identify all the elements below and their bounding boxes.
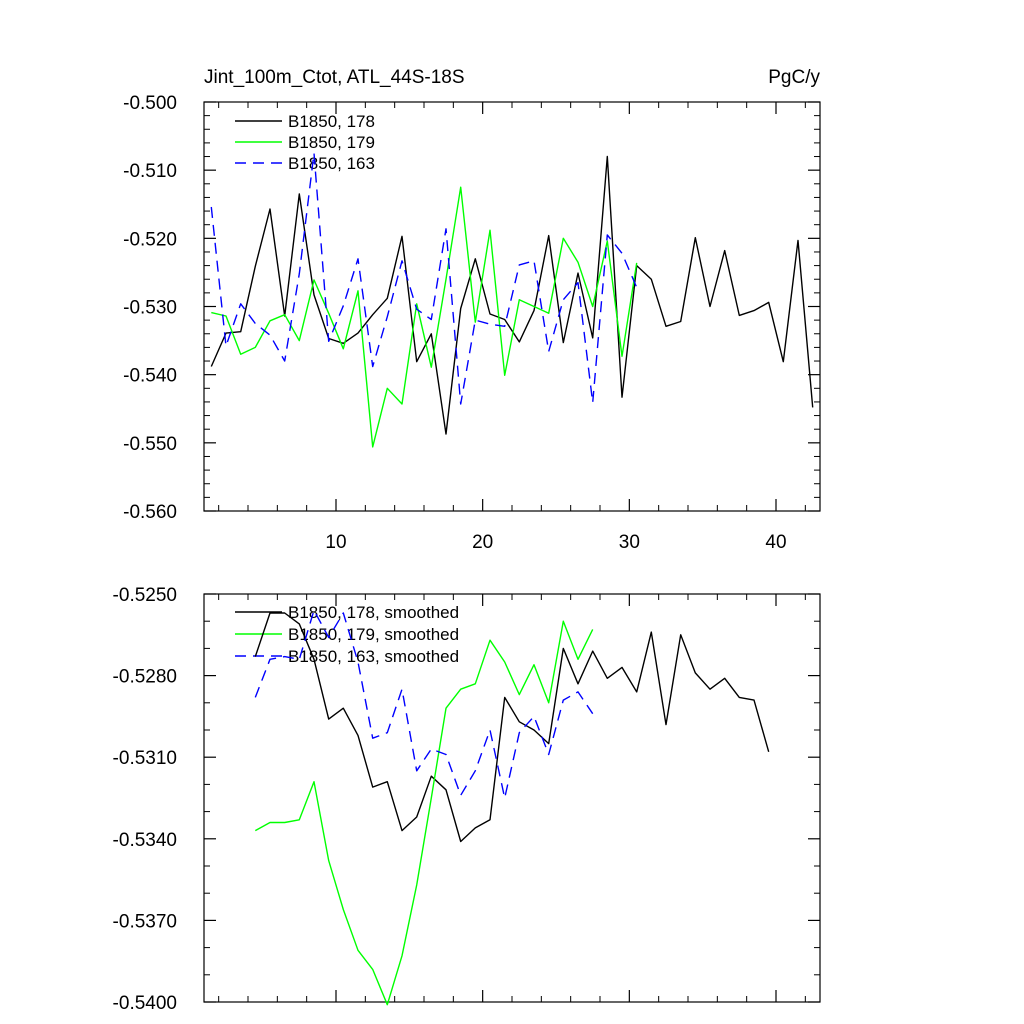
- top-y-tick-label: -0.510: [123, 161, 177, 182]
- top-series-line-3: [210, 152, 638, 405]
- top-legend-label-163: B1850, 163: [288, 154, 375, 173]
- top-legend-label-179: B1850, 179: [288, 133, 375, 152]
- bottom-y-tick-label: -0.5400: [113, 993, 177, 1014]
- bottom-series-line-1: [254, 612, 770, 843]
- bottom-series-line-2: [254, 620, 594, 1006]
- top-panel-units: PgC/y: [768, 67, 820, 88]
- top-y-tick-label: -0.530: [123, 298, 177, 319]
- top-x-tick-label: 30: [619, 532, 640, 553]
- bottom-y-tick-label: -0.5310: [113, 748, 177, 769]
- top-panel: 10 20 30 40 -0.500 -0.510 -0.520 -0.530 -0.540 -0…: [123, 93, 821, 553]
- bottom-series-line-3: [254, 609, 594, 799]
- top-y-tick-label: -0.560: [123, 502, 177, 523]
- top-y-tick-label: -0.500: [123, 93, 177, 114]
- bottom-y-tick-label: -0.5280: [113, 667, 177, 688]
- bottom-y-tick-label: -0.5340: [113, 830, 177, 851]
- top-x-tick-label: 10: [325, 532, 346, 553]
- top-y-tick-label: -0.520: [123, 229, 177, 250]
- bottom-legend: B1850, 178, smoothed B1850, 179, smoothe…: [235, 603, 459, 666]
- bottom-legend-label-163: B1850, 163, smoothed: [288, 647, 459, 666]
- top-y-tick-label: -0.540: [123, 366, 177, 387]
- bottom-legend-label-179: B1850, 179, smoothed: [288, 625, 459, 644]
- top-y-tick-label: -0.550: [123, 434, 177, 455]
- top-x-tick-label: 40: [765, 532, 786, 553]
- top-series-line-1: [210, 155, 814, 435]
- bottom-panel: -0.5250 -0.5280 -0.5310 -0.5340 -0.5370 -0.54…: [113, 585, 821, 1014]
- bottom-y-tick-label: -0.5250: [113, 585, 177, 606]
- bottom-legend-label-178: B1850, 178, smoothed: [288, 603, 459, 622]
- top-series-line-2: [211, 186, 638, 448]
- bottom-y-tick-label: -0.5370: [113, 911, 177, 932]
- top-x-tick-label: 20: [472, 532, 493, 553]
- top-panel-title: Jint_100m_Ctot, ATL_44S-18S: [204, 67, 465, 88]
- top-legend-label-178: B1850, 178: [288, 112, 375, 131]
- top-legend: B1850, 178 B1850, 179 B1850, 163: [235, 112, 375, 173]
